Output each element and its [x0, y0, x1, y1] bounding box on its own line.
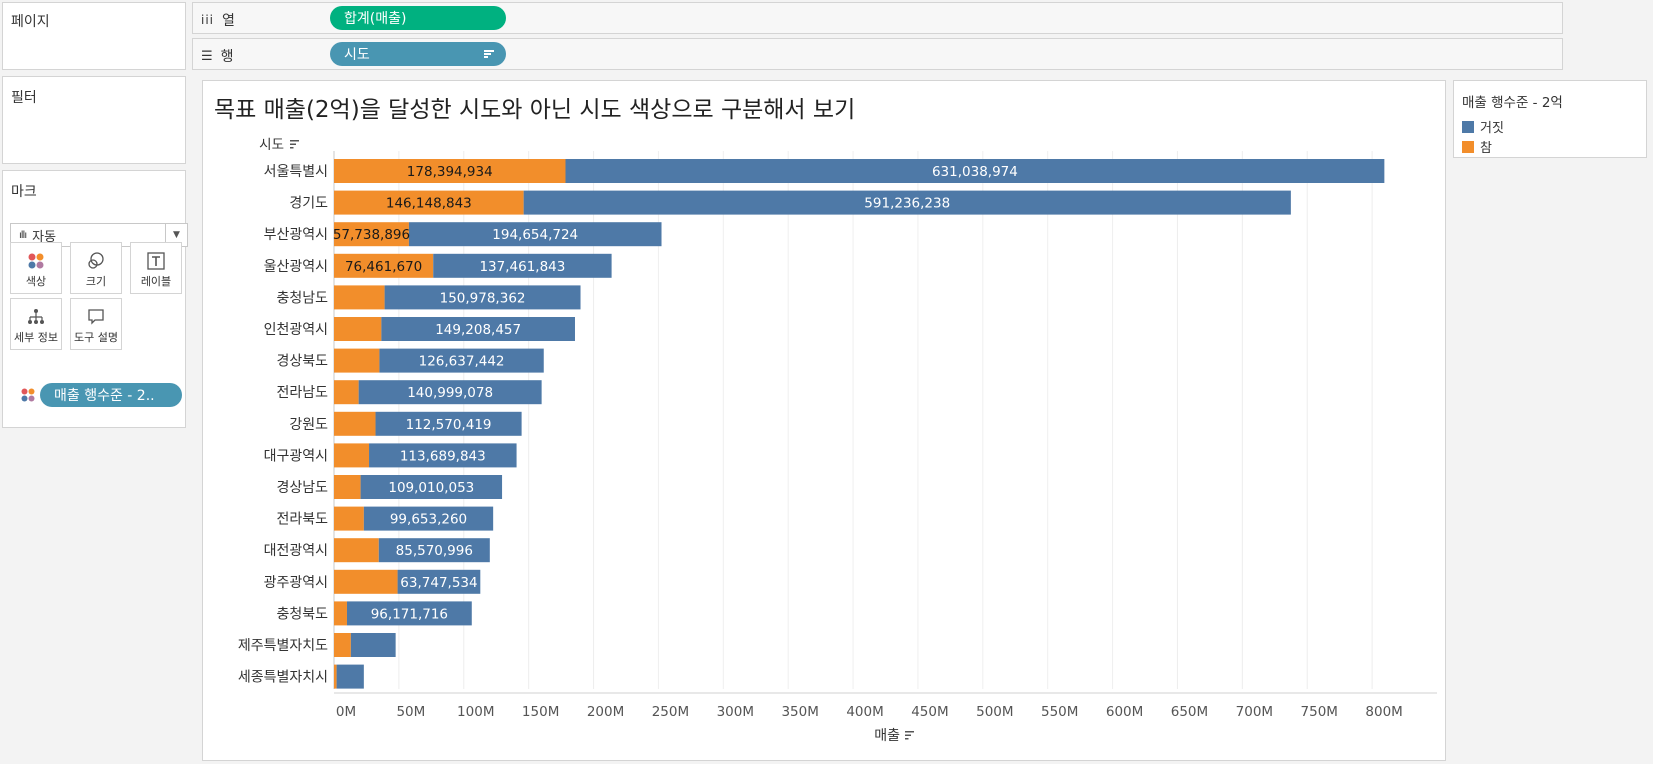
bar-chart-icon: ıllı: [19, 229, 27, 241]
color-button[interactable]: 색상: [10, 242, 62, 294]
filters-card[interactable]: 필터: [2, 76, 186, 164]
columns-pill[interactable]: 합계(매출): [330, 6, 506, 30]
detail-button[interactable]: 세부 정보: [10, 298, 62, 350]
color-field-pill-label: 매출 행수준 - 2..: [54, 388, 155, 404]
marks-title: 마크: [11, 184, 37, 200]
legend-label-false: 거짓: [1480, 121, 1504, 136]
legend-swatch-false: [1462, 120, 1474, 133]
size-circles-icon: [88, 252, 104, 269]
text-label-icon: [147, 252, 165, 270]
legend-label-true: 참: [1480, 141, 1492, 156]
label-button[interactable]: 레이블: [130, 242, 182, 294]
detail-tree-icon: [28, 309, 44, 324]
size-button-label: 크기: [85, 275, 107, 288]
mark-type-value: 자동: [32, 229, 57, 245]
rows-shelf[interactable]: ☰ 행 시도: [192, 38, 1563, 70]
label-button-label: 레이블: [140, 275, 172, 288]
legend-swatch-true: [1462, 140, 1474, 153]
rows-shelf-label: ☰ 행: [201, 46, 234, 66]
legend-item-true[interactable]: 참: [1462, 137, 1492, 156]
columns-label: 열: [222, 13, 235, 29]
columns-icon: iii: [201, 13, 215, 27]
sort-icon[interactable]: [484, 50, 494, 58]
legend-title: 매출 행수준 - 2억: [1462, 95, 1563, 111]
columns-pill-label: 합계(매출): [344, 11, 407, 27]
viz-panel: [202, 80, 1446, 761]
rows-label: 행: [220, 49, 234, 65]
color-field-pill[interactable]: 매출 행수준 - 2..: [40, 383, 182, 407]
columns-shelf[interactable]: iii 열 합계(매출): [192, 2, 1563, 34]
filters-title: 필터: [11, 90, 37, 106]
rows-pill[interactable]: 시도: [330, 42, 506, 66]
color-button-label: 색상: [25, 275, 47, 288]
rows-pill-label: 시도: [344, 47, 370, 63]
viz-title: 목표 매출(2억)을 달성한 시도와 아닌 시도 색상으로 구분해서 보기: [214, 97, 856, 123]
color-dots-icon: [28, 253, 44, 269]
pages-title: 페이지: [11, 14, 50, 30]
tooltip-button-label: 도구 설명: [74, 331, 118, 344]
pages-card: 페이지: [2, 2, 186, 70]
size-button[interactable]: 크기: [70, 242, 122, 294]
legend-card: 매출 행수준 - 2억 거짓 참: [1453, 80, 1647, 158]
tooltip-button[interactable]: 도구 설명: [70, 298, 122, 350]
columns-shelf-label: iii 열: [201, 10, 235, 30]
detail-button-label: 세부 정보: [14, 331, 58, 344]
legend-item-false[interactable]: 거짓: [1462, 117, 1504, 136]
rows-icon: ☰: [201, 48, 213, 64]
color-field-icon: [21, 388, 35, 402]
tooltip-bubble-icon: [88, 309, 104, 325]
chevron-down-icon[interactable]: ▼: [165, 224, 187, 246]
